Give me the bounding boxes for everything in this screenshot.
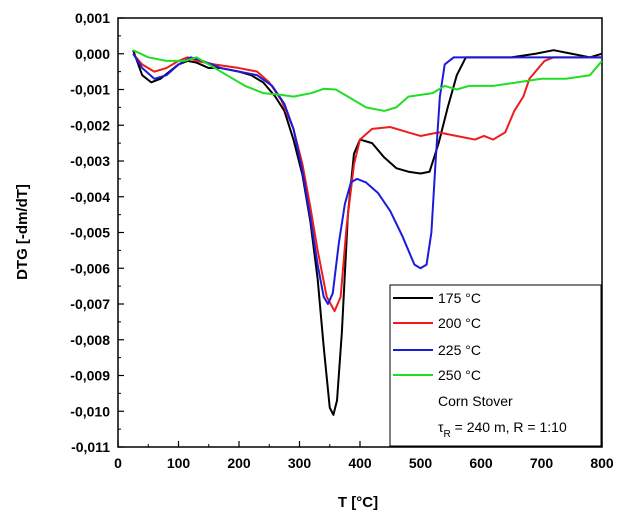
legend-label-225: 225 °C [438,342,481,358]
legend-note-values: = 240 m, R = 1:10 [451,419,567,435]
y-tick-label: -0,004 [70,189,110,205]
y-tick-label: -0,005 [70,225,110,241]
legend: 175 °C 200 °C 225 °C 250 °C Corn Stover … [389,284,602,447]
x-tick-label: 700 [530,455,554,471]
series-layer [132,49,602,416]
y-tick-label: 0,001 [75,10,110,26]
series-line-1 [132,49,602,416]
x-tick-label: 600 [469,455,493,471]
y-tick-label: -0,008 [70,332,110,348]
x-tick-label: 100 [167,455,191,471]
axis-ticks: 0 100 200 300 400 500 600 700 800 0,001 0,000 -0,00… [70,10,614,471]
y-tick-label: -0,002 [70,117,110,133]
legend-label-175: 175 °C [438,290,481,306]
series-line-4 [132,49,602,112]
series-line-3 [132,53,602,305]
series-line-2 [132,53,602,313]
x-tick-label: 500 [409,455,433,471]
legend-note-tau: τ [438,419,444,435]
x-tick-label: 200 [227,455,251,471]
x-tick-label: 800 [590,455,614,471]
legend-note-material: Corn Stover [438,393,513,409]
y-tick-label: -0,009 [70,368,110,384]
y-tick-label: -0,001 [70,82,110,98]
x-tick-label: 300 [288,455,312,471]
x-tick-label: 0 [114,455,122,471]
y-axis-title: DTG [-dm/dT] [14,184,31,280]
legend-label-250: 250 °C [438,367,481,383]
y-tick-label: -0,003 [70,153,110,169]
legend-note-tau-subscript: R [444,429,451,440]
y-tick-label: -0,006 [70,260,110,276]
x-axis-title: T [°C] [338,494,378,511]
x-tick-label: 400 [348,455,372,471]
y-tick-label: -0,011 [71,439,110,455]
y-tick-label: -0,010 [70,403,110,419]
legend-label-200: 200 °C [438,315,481,331]
legend-note-conditions: τR = 240 m, R = 1:10 [438,419,567,440]
y-tick-label: 0,000 [75,46,110,62]
y-tick-label: -0,007 [70,296,110,312]
legend-box [389,284,602,447]
